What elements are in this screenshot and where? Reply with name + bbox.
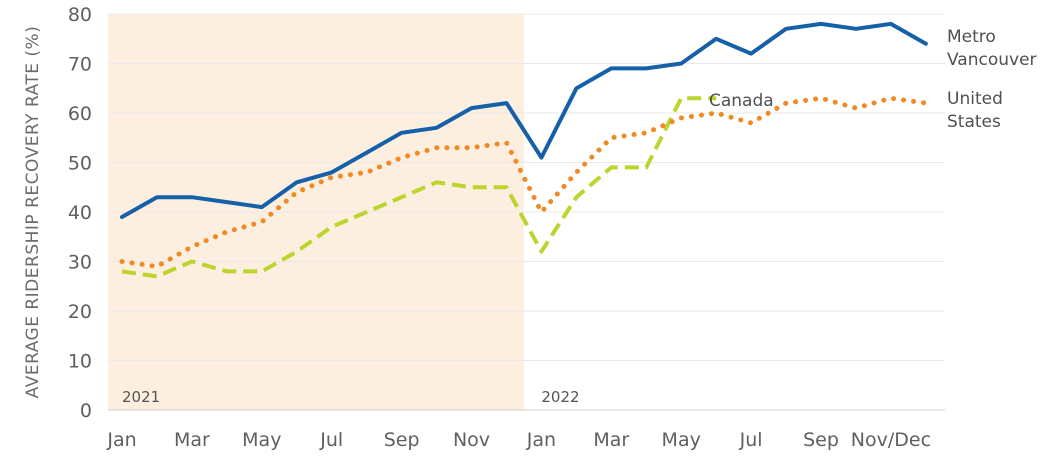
x-tick-label: Mar	[593, 429, 629, 451]
y-tick-label: 50	[68, 153, 92, 175]
year-label-2021: 2021	[122, 388, 160, 406]
series-line-canada	[121, 96, 717, 279]
y-tick-label: 10	[68, 351, 92, 373]
x-tick-label: Nov/Dec	[851, 429, 931, 451]
y-axis-label: AVERAGE RIDERSHIP RECOVERY RATE (%)	[23, 26, 43, 399]
y-tick-label: 60	[68, 103, 92, 125]
series-labels: Canada United States Metro Vancouver	[709, 27, 1037, 132]
x-tick-label: May	[662, 429, 701, 451]
x-tick-label: Jul	[739, 429, 763, 451]
y-tick-label: 20	[68, 301, 92, 323]
x-tick-label: Jan	[106, 429, 136, 451]
series-label-metro-vancouver: Metro	[947, 27, 996, 47]
x-tick-label: Nov	[453, 429, 490, 451]
series-label-united-states: States	[947, 112, 1001, 132]
y-tick-label: 30	[68, 252, 92, 274]
axis-layer: 0 10 20 30 40 50 60 70 80 Jan Mar May Jul Sep Nov Jan Ma…	[23, 4, 945, 451]
x-tick-label: Sep	[803, 429, 839, 451]
y-tick-label: 40	[68, 202, 92, 224]
x-tick-label: Mar	[174, 429, 210, 451]
series-line-united-states	[119, 95, 929, 269]
y-tick-label: 0	[80, 400, 92, 422]
series-label-united-states: United	[947, 89, 1003, 109]
x-tick-label: Sep	[384, 429, 420, 451]
y-tick-label: 70	[68, 54, 92, 76]
series-line-metro-vancouver	[120, 21, 928, 219]
series-layer	[119, 21, 929, 279]
y-tick-label: 80	[68, 4, 92, 26]
x-tick-label: May	[242, 429, 281, 451]
x-tick-label: Jan	[526, 429, 556, 451]
series-label-metro-vancouver: Vancouver	[947, 50, 1037, 70]
series-label-canada: Canada	[709, 91, 774, 111]
x-tick-label: Jul	[319, 429, 343, 451]
year-label-2022: 2022	[541, 388, 579, 406]
